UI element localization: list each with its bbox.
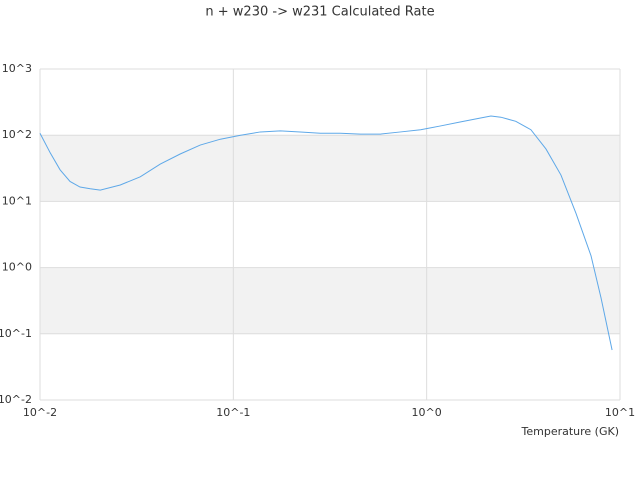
x-tick-label: 10^0 (412, 406, 442, 419)
grid-band (40, 267, 620, 334)
y-tick-label: 10^-2 (0, 393, 32, 406)
y-tick-label: 10^1 (2, 194, 32, 207)
x-tick-label: 10^-2 (23, 406, 57, 419)
x-axis-label: Temperature (GK) (521, 425, 620, 438)
y-tick-label: 10^-1 (0, 327, 32, 340)
y-tick-label: 10^2 (2, 128, 32, 141)
chart-title: n + w230 -> w231 Calculated Rate (205, 5, 434, 20)
y-tick-label: 10^3 (2, 62, 32, 75)
data-line (39, 115, 613, 351)
y-tick-label: 10^0 (2, 261, 32, 274)
grid-band (40, 135, 620, 202)
x-tick-label: 10^-1 (216, 406, 250, 419)
x-tick-label: 10^1 (605, 406, 635, 419)
